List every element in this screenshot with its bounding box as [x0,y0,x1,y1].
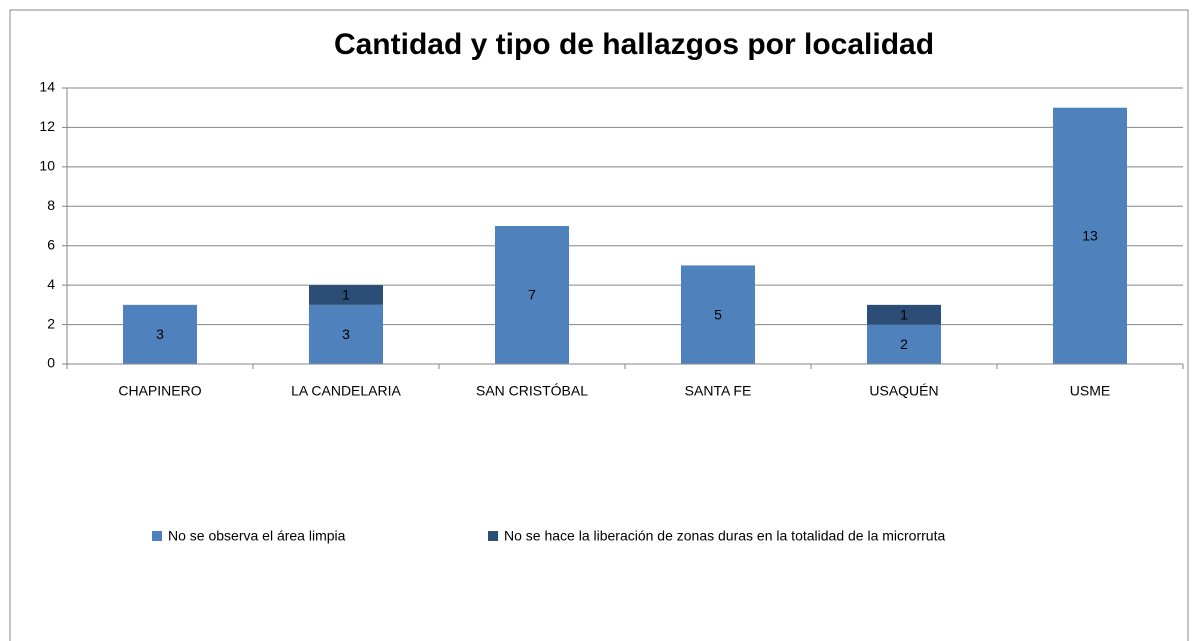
data-label: 7 [528,287,536,303]
data-label: 3 [342,326,350,342]
x-tick-label: LA CANDELARIA [291,383,401,399]
y-tick-label: 4 [47,276,55,292]
data-label: 2 [900,336,908,352]
x-tick-label: USAQUÉN [869,383,938,399]
y-tick-label: 2 [47,315,55,331]
bar-segment [867,304,941,325]
y-tick-label: 12 [39,118,55,134]
y-tick-label: 0 [47,355,55,371]
bar-segment [867,324,941,364]
legend-label: No se observa el área limpia [168,528,346,544]
bar-segment [123,304,197,364]
data-label: 1 [342,287,350,303]
legend-label: No se hace la liberación de zonas duras … [504,528,945,544]
y-tick-label: 6 [47,236,55,252]
legend-swatch [488,531,498,541]
data-label: 13 [1082,228,1098,244]
bar-segment [495,226,569,364]
data-label: 5 [714,306,722,322]
x-tick-label: USME [1070,383,1110,399]
bar-segment [309,304,383,364]
bar-segment [1053,107,1127,364]
bar-segment [309,285,383,305]
x-tick-label: SAN CRISTÓBAL [476,383,588,399]
data-label: 1 [900,306,908,322]
y-tick-label: 8 [47,197,55,213]
y-tick-label: 10 [39,158,55,174]
x-tick-label: SANTA FE [685,383,752,399]
chart-title: Cantidad y tipo de hallazgos por localid… [334,28,934,61]
chart-frame [9,9,1189,641]
y-tick-label: 14 [39,79,55,95]
legend-swatch [152,531,162,541]
x-tick-label: CHAPINERO [118,383,201,399]
bar-segment [681,265,755,364]
data-label: 3 [156,326,164,342]
